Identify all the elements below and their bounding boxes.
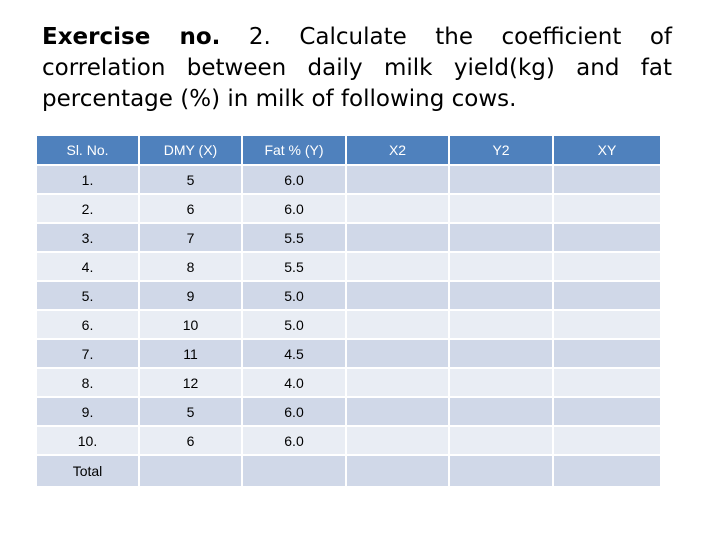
cell-fat: 6.0 (241, 425, 347, 456)
cell-dmy: 5 (138, 396, 243, 427)
cell-total-x2 (345, 454, 450, 488)
header-xy: XY (552, 134, 662, 166)
cell-x2 (345, 367, 450, 398)
cell-y2 (448, 251, 554, 282)
table-row: 9. 5 6.0 (35, 396, 662, 427)
cell-xy (552, 164, 662, 195)
cell-sl-no: 2. (35, 193, 140, 224)
cell-xy (552, 222, 662, 253)
cell-x2 (345, 164, 450, 195)
cell-x2 (345, 193, 450, 224)
cell-xy (552, 280, 662, 311)
cell-fat: 5.5 (241, 251, 347, 282)
cell-sl-no: 10. (35, 425, 140, 456)
cell-dmy: 5 (138, 164, 243, 195)
cell-total-xy (552, 454, 662, 488)
cell-y2 (448, 193, 554, 224)
cell-xy (552, 338, 662, 369)
cell-x2 (345, 222, 450, 253)
cell-dmy: 11 (138, 338, 243, 369)
cell-fat: 5.5 (241, 222, 347, 253)
table-row: 4. 8 5.5 (35, 251, 662, 282)
cell-y2 (448, 164, 554, 195)
exercise-title: Exercise no. 2. Calculate the coefficien… (42, 22, 672, 115)
cell-dmy: 6 (138, 425, 243, 456)
cell-dmy: 12 (138, 367, 243, 398)
cell-y2 (448, 280, 554, 311)
table-row: 5. 9 5.0 (35, 280, 662, 311)
cell-dmy: 10 (138, 309, 243, 340)
cell-x2 (345, 251, 450, 282)
cell-y2 (448, 309, 554, 340)
cell-xy (552, 193, 662, 224)
cell-fat: 5.0 (241, 309, 347, 340)
cell-xy (552, 309, 662, 340)
cell-xy (552, 251, 662, 282)
correlation-table: Sl. No. DMY (X) Fat % (Y) X2 Y2 XY 1. 5 … (35, 134, 662, 488)
cell-y2 (448, 396, 554, 427)
exercise-label: Exercise no. (42, 24, 221, 50)
cell-fat: 6.0 (241, 164, 347, 195)
cell-x2 (345, 338, 450, 369)
cell-sl-no: 4. (35, 251, 140, 282)
cell-total-label: Total (35, 454, 140, 488)
cell-x2 (345, 280, 450, 311)
cell-y2 (448, 338, 554, 369)
cell-fat: 5.0 (241, 280, 347, 311)
table-row: 10. 6 6.0 (35, 425, 662, 456)
cell-x2 (345, 309, 450, 340)
cell-sl-no: 3. (35, 222, 140, 253)
cell-sl-no: 6. (35, 309, 140, 340)
header-dmy-x: DMY (X) (138, 134, 243, 166)
cell-y2 (448, 222, 554, 253)
cell-sl-no: 7. (35, 338, 140, 369)
cell-dmy: 9 (138, 280, 243, 311)
cell-xy (552, 367, 662, 398)
cell-xy (552, 396, 662, 427)
cell-sl-no: 1. (35, 164, 140, 195)
cell-fat: 6.0 (241, 396, 347, 427)
table-total-row: Total (35, 454, 662, 488)
cell-dmy: 7 (138, 222, 243, 253)
cell-total-dmy (138, 454, 243, 488)
cell-fat: 6.0 (241, 193, 347, 224)
table-header-row: Sl. No. DMY (X) Fat % (Y) X2 Y2 XY (35, 134, 662, 166)
cell-total-y2 (448, 454, 554, 488)
table-row: 2. 6 6.0 (35, 193, 662, 224)
header-sl-no: Sl. No. (35, 134, 140, 166)
table-row: 3. 7 5.5 (35, 222, 662, 253)
table-row: 7. 11 4.5 (35, 338, 662, 369)
table-row: 8. 12 4.0 (35, 367, 662, 398)
cell-xy (552, 425, 662, 456)
cell-x2 (345, 425, 450, 456)
cell-sl-no: 8. (35, 367, 140, 398)
cell-total-fat (241, 454, 347, 488)
cell-dmy: 6 (138, 193, 243, 224)
correlation-table-container: Sl. No. DMY (X) Fat % (Y) X2 Y2 XY 1. 5 … (35, 134, 662, 488)
header-x2: X2 (345, 134, 450, 166)
cell-sl-no: 5. (35, 280, 140, 311)
exercise-text: 2. Calculate the coefficient of correlat… (42, 24, 673, 112)
cell-sl-no: 9. (35, 396, 140, 427)
table-row: 6. 10 5.0 (35, 309, 662, 340)
cell-x2 (345, 396, 450, 427)
header-fat-y: Fat % (Y) (241, 134, 347, 166)
header-y2: Y2 (448, 134, 554, 166)
cell-fat: 4.5 (241, 338, 347, 369)
cell-fat: 4.0 (241, 367, 347, 398)
cell-y2 (448, 367, 554, 398)
table-row: 1. 5 6.0 (35, 164, 662, 195)
cell-y2 (448, 425, 554, 456)
cell-dmy: 8 (138, 251, 243, 282)
